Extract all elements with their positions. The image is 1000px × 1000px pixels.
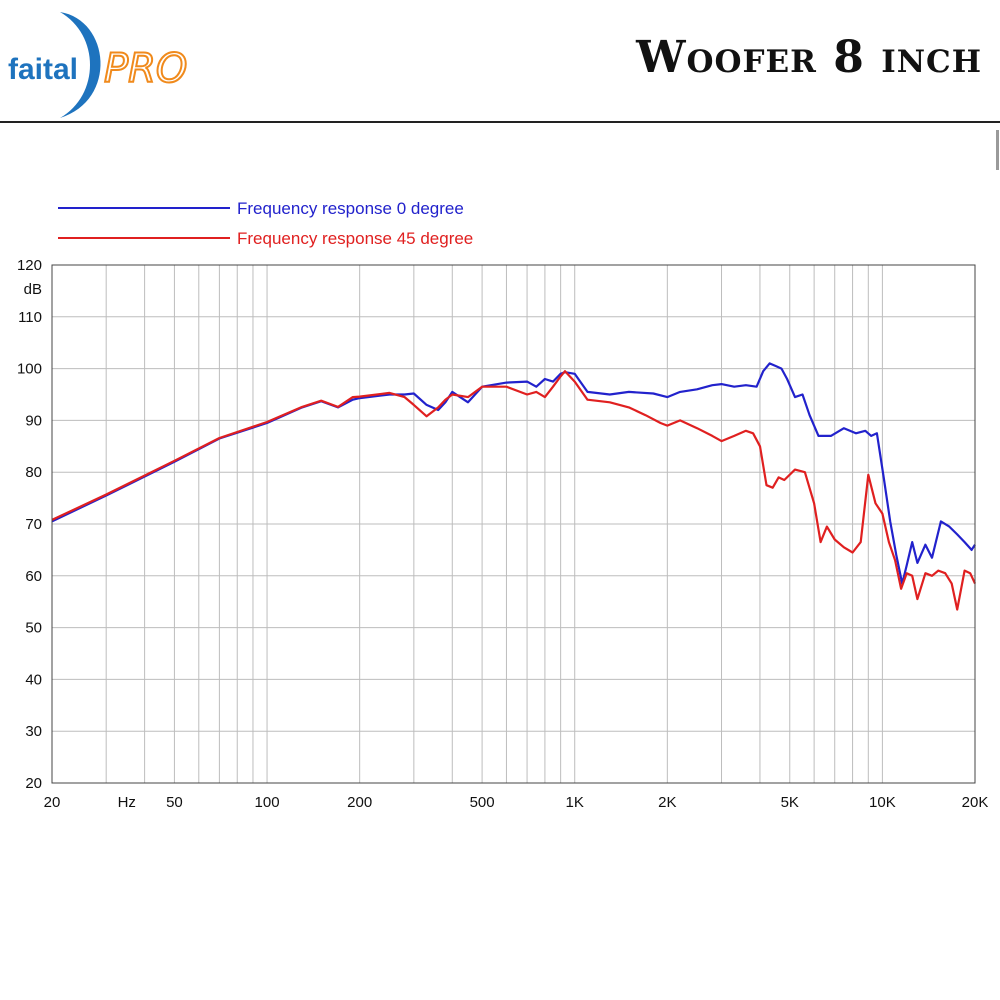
y-tick-label: 50 <box>25 620 42 637</box>
x-tick-label: 1K <box>566 794 584 811</box>
brand-logo: faital PRO <box>8 12 188 118</box>
x-tick-label: 100 <box>255 794 280 811</box>
x-tick-label: 5K <box>781 794 799 811</box>
y-axis-ticks: 20 30 40 50 60 70 80 90 100 110 120 <box>17 257 42 792</box>
y-tick-label: 100 <box>17 361 42 378</box>
x-axis-ticks: 20 Hz 50 100 200 500 1K 2K 5K 10K 20K <box>44 794 989 811</box>
y-tick-label: 20 <box>25 775 42 792</box>
y-tick-label: 30 <box>25 723 42 740</box>
legend-label-0: Frequency response 0 degree <box>237 199 464 218</box>
y-axis-label: dB <box>24 281 42 298</box>
x-tick-label: 10K <box>869 794 896 811</box>
y-tick-label: 60 <box>25 568 42 585</box>
chart-grid <box>52 264 975 784</box>
x-tick-label: 20 <box>44 794 61 811</box>
header: faital PRO Woofer 8 inch <box>0 0 1000 123</box>
series-layer <box>51 362 976 611</box>
y-tick-label: 110 <box>18 309 42 326</box>
logo-swoosh <box>60 12 101 118</box>
x-tick-label: 500 <box>470 794 495 811</box>
frequency-response-chart: Frequency response 0 degree Frequency res… <box>17 199 989 811</box>
series-line-0 <box>51 362 976 585</box>
y-tick-label: 80 <box>25 464 42 481</box>
y-tick-label: 40 <box>25 671 42 688</box>
y-tick-label: 120 <box>17 257 42 274</box>
x-tick-label: 20K <box>962 794 989 811</box>
edge-marker <box>996 130 999 170</box>
x-tick-label: 200 <box>347 794 372 811</box>
x-tick-label: 2K <box>658 794 676 811</box>
x-tick-label: Hz <box>118 794 136 811</box>
chart-legend: Frequency response 0 degree Frequency res… <box>58 199 473 248</box>
x-tick-label: 50 <box>166 794 183 811</box>
legend-label-1: Frequency response 45 degree <box>237 229 473 248</box>
y-tick-label: 70 <box>25 516 42 533</box>
logo-text-left: faital <box>8 53 78 86</box>
y-tick-label: 90 <box>25 412 42 429</box>
page-title: Woofer 8 inch <box>636 32 982 83</box>
series-line-1 <box>51 370 976 611</box>
plot-frame <box>51 264 976 784</box>
logo-text-right: PRO <box>104 46 187 92</box>
